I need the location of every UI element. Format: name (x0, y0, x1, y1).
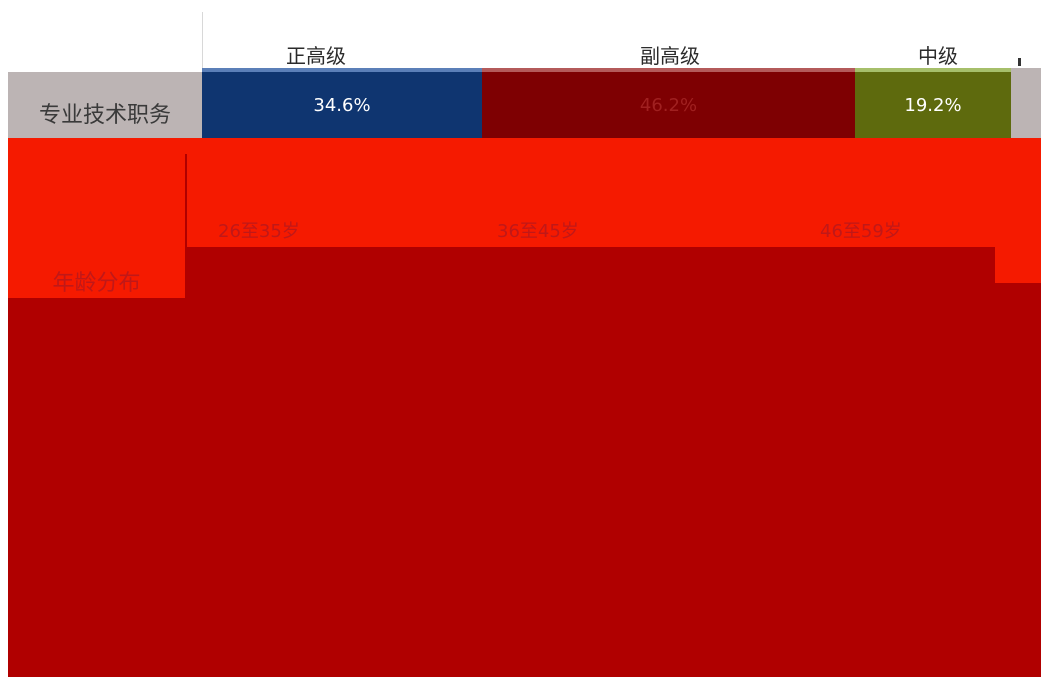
age-cat-2: 36至45岁 (497, 221, 579, 242)
header-intermediate: 中级 (918, 44, 958, 68)
age-band-left (8, 154, 202, 164)
segment-intermediate: 19.2% (855, 72, 1011, 138)
right-cap (1011, 68, 1041, 138)
header-associate: 副高级 (640, 44, 700, 68)
divider-line (202, 12, 203, 72)
row-label-age: 年龄分布 (52, 271, 141, 296)
age-divider (185, 154, 187, 298)
strip-intermediate (855, 68, 1011, 72)
segment-senior: 34.6% (202, 72, 482, 138)
age-body-top (187, 247, 995, 299)
age-cat-1: 26至35岁 (218, 221, 300, 242)
age-body-right (995, 283, 1041, 299)
age-body (8, 298, 1041, 677)
strip-associate (482, 68, 855, 72)
age-cat-3: 46至59岁 (820, 221, 902, 242)
small-marker (1018, 58, 1021, 66)
strip-senior (202, 68, 482, 72)
header-senior: 正高级 (286, 44, 346, 68)
segment-associate: 46.2% (482, 72, 855, 138)
